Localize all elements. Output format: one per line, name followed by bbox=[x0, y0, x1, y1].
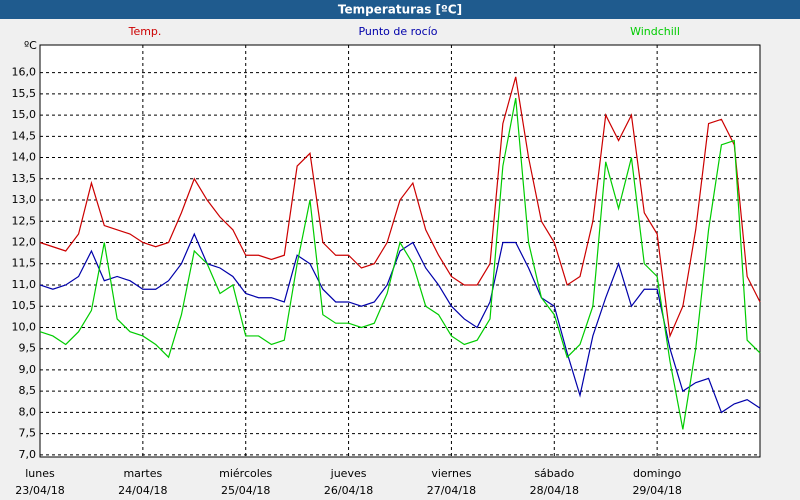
y-tick-label: 7,5 bbox=[19, 427, 37, 440]
y-unit: ºC bbox=[24, 39, 37, 52]
series-line bbox=[39, 76, 761, 339]
series-line bbox=[39, 232, 761, 414]
x-tick-date: 28/04/18 bbox=[530, 484, 579, 497]
y-tick-label: 13,0 bbox=[12, 193, 37, 206]
x-tick-label: martes bbox=[123, 467, 162, 480]
y-tick-label: 10,5 bbox=[12, 299, 37, 312]
y-tick-label: 9,0 bbox=[19, 363, 37, 376]
x-tick-label: viernes bbox=[431, 467, 471, 480]
x-tick-label: miércoles bbox=[219, 467, 272, 480]
title-bar bbox=[0, 0, 800, 19]
x-tick-date: 26/04/18 bbox=[324, 484, 373, 497]
y-tick-label: 11,5 bbox=[12, 257, 37, 270]
y-tick-label: 13,5 bbox=[12, 172, 37, 185]
y-tick-label: 10,0 bbox=[12, 320, 37, 333]
y-tick-label: 11,0 bbox=[12, 278, 37, 291]
x-tick-date: 24/04/18 bbox=[118, 484, 167, 497]
y-tick-label: 9,5 bbox=[19, 342, 37, 355]
y-tick-label: 14,0 bbox=[12, 151, 37, 164]
legend-label: Temp. bbox=[128, 25, 162, 38]
y-tick-label: 15,5 bbox=[12, 87, 37, 100]
x-tick-date: 29/04/18 bbox=[632, 484, 681, 497]
x-tick-label: sábado bbox=[534, 467, 574, 480]
series-line bbox=[39, 97, 761, 430]
y-tick-label: 16,0 bbox=[12, 66, 37, 79]
y-tick-label: 14,5 bbox=[12, 129, 37, 142]
y-tick-label: 12,0 bbox=[12, 236, 37, 249]
x-tick-date: 25/04/18 bbox=[221, 484, 270, 497]
x-tick-label: domingo bbox=[633, 467, 681, 480]
y-tick-label: 15,0 bbox=[12, 108, 37, 121]
x-tick-date: 27/04/18 bbox=[427, 484, 476, 497]
y-tick-label: 8,5 bbox=[19, 384, 37, 397]
legend-label: Punto de rocío bbox=[358, 25, 437, 38]
legend-label: Windchill bbox=[630, 25, 680, 38]
y-tick-label: 12,5 bbox=[12, 214, 37, 227]
x-tick-date: 23/04/18 bbox=[15, 484, 64, 497]
x-tick-label: lunes bbox=[25, 467, 55, 480]
x-tick-label: jueves bbox=[330, 467, 367, 480]
chart-title: Temperaturas [ºC] bbox=[338, 3, 462, 17]
y-tick-label: 7,0 bbox=[19, 448, 37, 461]
y-tick-label: 8,0 bbox=[19, 405, 37, 418]
